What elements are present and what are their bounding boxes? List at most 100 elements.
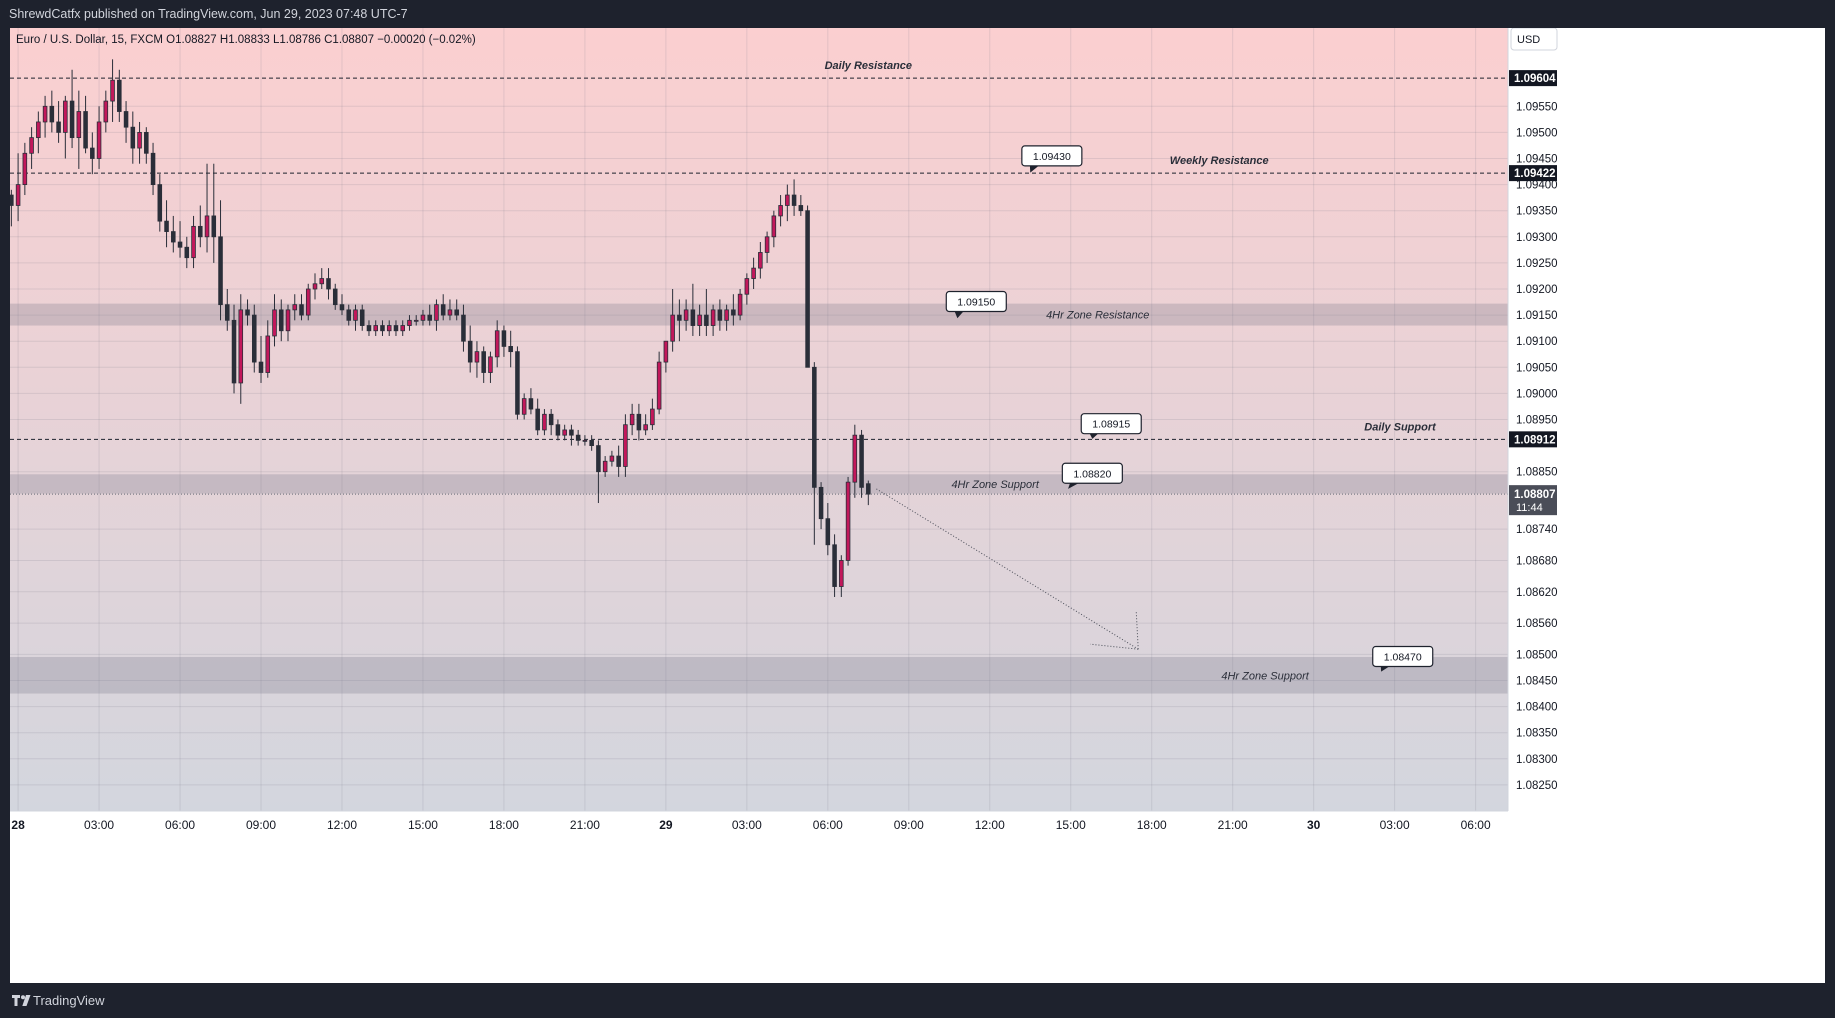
candle xyxy=(548,409,554,436)
callout-pointer xyxy=(1068,482,1081,489)
candle-body xyxy=(785,194,790,206)
candle-body xyxy=(555,424,561,436)
candle xyxy=(49,90,55,133)
price-chart[interactable]: 4Hr Zone Resistance 4Hr Zone Support 4Hr Z… xyxy=(10,28,1825,983)
price-tick-label: 1.09450 xyxy=(1516,154,1558,166)
candle xyxy=(663,340,669,373)
candle-body xyxy=(319,278,325,285)
time-tick-label: 12:00 xyxy=(327,818,357,832)
candle-body xyxy=(710,309,716,326)
candle xyxy=(22,142,28,196)
current-price-tag xyxy=(1509,485,1557,516)
candle-body xyxy=(602,460,608,473)
candle-body xyxy=(103,100,109,123)
candle-body xyxy=(198,225,203,238)
projection-arrow-head xyxy=(1135,611,1139,650)
callout-text: 1.08915 xyxy=(1092,419,1130,431)
candle xyxy=(225,289,230,331)
candle xyxy=(805,205,810,368)
chart-background xyxy=(10,28,1508,811)
candle xyxy=(724,304,729,331)
candle-body xyxy=(764,236,770,253)
candle-body xyxy=(677,314,682,321)
candle xyxy=(467,325,473,373)
candle xyxy=(245,299,250,326)
candle xyxy=(407,315,412,331)
candle xyxy=(292,294,298,321)
candle-body xyxy=(231,319,237,384)
price-tick-label: 1.08620 xyxy=(1516,587,1558,599)
price-tick-label: 1.09100 xyxy=(1516,336,1558,348)
tradingview-logo-text: TradingView xyxy=(33,993,105,1008)
candle xyxy=(859,429,864,498)
candle xyxy=(717,299,723,331)
candle-body xyxy=(501,330,507,347)
candle xyxy=(677,299,682,342)
candle xyxy=(818,482,824,530)
candle-body xyxy=(177,241,183,248)
candle-body xyxy=(49,105,55,123)
candle-body xyxy=(569,429,574,436)
candle-body xyxy=(36,121,41,139)
time-tick-label: 03:00 xyxy=(84,818,114,832)
level-label: Weekly Resistance xyxy=(1170,155,1269,167)
candle xyxy=(575,429,581,446)
candle-body xyxy=(326,278,331,290)
price-tick-label: 1.09350 xyxy=(1516,206,1558,218)
price-tick-label: 1.08450 xyxy=(1516,676,1558,688)
candle xyxy=(758,242,763,279)
candle xyxy=(305,283,311,321)
callout-text: 1.09150 xyxy=(957,297,995,309)
candle-body xyxy=(494,330,500,358)
candle xyxy=(278,299,284,342)
candle xyxy=(319,268,325,289)
candle xyxy=(110,59,115,122)
candle-body xyxy=(76,111,82,139)
callout-pointer xyxy=(954,310,965,319)
candle xyxy=(744,273,750,305)
candle xyxy=(528,388,534,415)
candle xyxy=(710,304,716,336)
candle-body xyxy=(589,439,594,447)
candle xyxy=(494,320,500,368)
candle-body xyxy=(407,319,412,326)
time-tick-label: 15:00 xyxy=(1056,818,1086,832)
callout-text: 1.08820 xyxy=(1073,468,1111,480)
candle xyxy=(312,273,318,300)
candle-body xyxy=(488,356,493,373)
candle xyxy=(130,111,136,164)
candle xyxy=(90,132,95,175)
price-tick-label: 1.09550 xyxy=(1516,101,1558,113)
grid-lines xyxy=(10,28,1508,811)
price-tick-label: 1.08850 xyxy=(1516,467,1558,479)
candle xyxy=(29,127,34,169)
time-tick-label: 03:00 xyxy=(1380,818,1410,832)
tradingview-logo-icon[interactable] xyxy=(10,992,34,1008)
time-tick-label: 12:00 xyxy=(975,818,1005,832)
candle-body xyxy=(299,304,304,316)
candle-body xyxy=(859,434,864,488)
price-callout: 1.08470 xyxy=(1372,645,1434,672)
candle-body xyxy=(90,147,95,159)
candle-body xyxy=(117,79,122,112)
zone-label: 4Hr Zone Support xyxy=(1221,670,1309,682)
candle-body xyxy=(42,105,48,123)
price-tick-label: 1.08400 xyxy=(1516,702,1558,714)
candle xyxy=(238,294,244,404)
price-tick-label: 1.09050 xyxy=(1516,362,1558,374)
candle xyxy=(825,503,831,556)
time-tick-label: 21:00 xyxy=(1218,818,1248,832)
candle xyxy=(555,419,561,441)
candle xyxy=(56,101,61,143)
callout-box xyxy=(1080,413,1142,435)
candle-body xyxy=(150,152,156,185)
candle xyxy=(117,69,122,122)
callout-box xyxy=(1021,145,1083,167)
candle xyxy=(447,299,453,321)
candle xyxy=(42,95,48,138)
candle-body xyxy=(285,309,291,332)
candle-body xyxy=(609,455,615,462)
candle-body xyxy=(690,309,696,326)
candle xyxy=(272,294,277,347)
candle xyxy=(589,435,594,451)
